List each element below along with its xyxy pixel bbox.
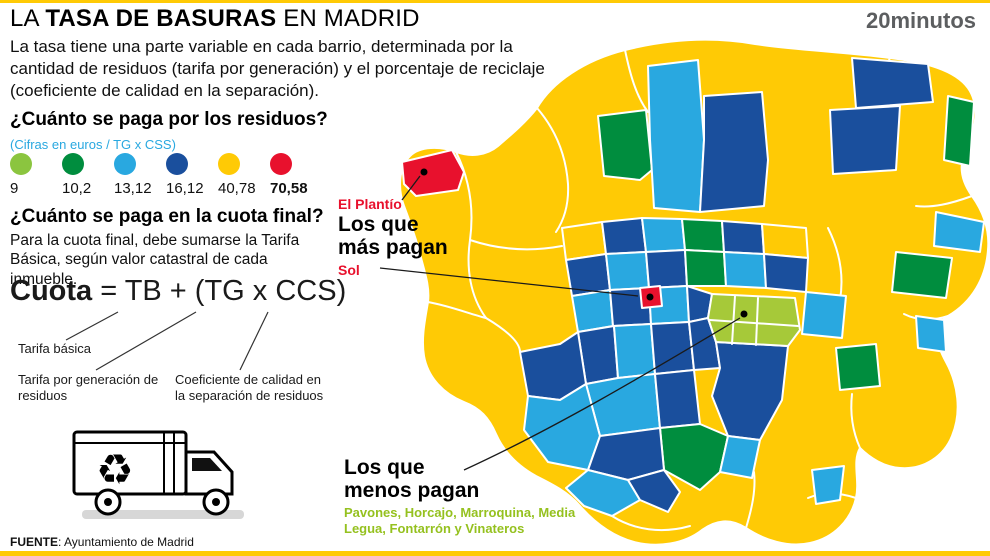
formula: Cuota = TB + (TG x CCS) (10, 275, 346, 308)
map-district (571, 289, 614, 333)
legend-item: 40,78 (218, 153, 270, 197)
map-districts-south (519, 317, 789, 517)
legend-item: 13,12 (114, 153, 166, 197)
legend-value: 9 (10, 180, 19, 197)
annotation-sol: Sol (338, 262, 360, 278)
source-text: : Ayuntamiento de Madrid (58, 535, 194, 549)
map-district (721, 220, 765, 255)
map-district (681, 218, 725, 253)
legend-value: 70,58 (270, 180, 308, 197)
map-district (684, 249, 727, 287)
map-district (641, 217, 686, 253)
legend-item: 10,2 (62, 153, 114, 197)
title-suffix: EN MADRID (276, 5, 420, 32)
legend-color-dot (62, 153, 84, 175)
legend-color-dot (270, 153, 292, 175)
menos-pagan-marker-dot (740, 310, 748, 318)
recycle-icon: ♻ (96, 445, 134, 494)
map-district (654, 369, 701, 429)
map-district (645, 249, 688, 289)
annotation-menos-pagan: Los que menos pagan (344, 456, 480, 503)
legend-color-dot (166, 153, 188, 175)
madrid-map (379, 38, 990, 546)
legend-color-dot (218, 153, 240, 175)
map-district (613, 323, 656, 379)
map-district (943, 95, 975, 167)
map-district (627, 469, 681, 513)
title-prefix: LA (10, 5, 46, 32)
bottom-accent-bar (0, 551, 990, 556)
el-plantio-marker-dot (420, 168, 428, 176)
map-district (565, 253, 611, 297)
annotation-leaders (379, 168, 748, 471)
district-menos-pagan-cluster (707, 293, 801, 347)
annotation-mas-pagan: Los que más pagan (338, 213, 448, 260)
legend-value: 40,78 (218, 180, 256, 197)
map-district (601, 217, 647, 255)
legend-item: 9 (10, 153, 62, 197)
map-districts-center (561, 217, 847, 339)
cuota-section-title: ¿Cuánto se paga en la cuota final? (10, 206, 324, 227)
sol-marker-dot (646, 293, 654, 301)
label-coeficiente-calidad: Coeficiente de calidad en la separación … (175, 372, 324, 403)
label-tarifa-generacion: Tarifa por generación de residuos (18, 372, 159, 403)
legend-value: 10,2 (62, 180, 92, 197)
map-district (915, 315, 947, 353)
map-district (605, 251, 650, 291)
legend-color-dot (10, 153, 32, 175)
legend-units-note: (Cifras en euros / TG x CSS) (10, 137, 176, 152)
annotation-menos-pagan-barrios: Pavones, Horcajo, Marroquina, Media Legu… (344, 505, 576, 537)
intro-paragraph: La tasa tiene una parte variable en cada… (10, 37, 545, 101)
brand-logo: 20minutos (865, 8, 976, 33)
formula-rhs: = TB + (TG x CCS) (92, 275, 347, 307)
map-district (851, 57, 934, 109)
map-district (723, 251, 767, 289)
map-district (647, 59, 705, 213)
legend-value: 13,12 (114, 180, 152, 197)
map-district (761, 223, 809, 259)
annotation-el-plantio: El Plantío (338, 196, 402, 212)
map-district (891, 251, 953, 299)
garbage-truck-icon: ♻ (72, 430, 244, 519)
map-district (835, 343, 881, 391)
map-district (811, 465, 845, 505)
map-districts-north (597, 57, 975, 213)
legend-item: 70,58 (270, 153, 322, 197)
legend-color-dot (114, 153, 136, 175)
formula-lhs: Cuota (10, 275, 93, 307)
cuota-description: Para la cuota final, debe sumarse la Tar… (10, 232, 300, 288)
title-bold: TASA DE BASURAS (45, 5, 277, 32)
formula-connector-lines (65, 311, 269, 371)
map-district (801, 291, 847, 339)
district-el-plantio (401, 149, 465, 197)
map-district (933, 211, 985, 253)
top-accent-bar (0, 0, 990, 3)
map-district (829, 105, 901, 175)
page-title: LA TASA DE BASURAS EN MADRID (10, 5, 420, 33)
label-tarifa-basica: Tarifa básica (18, 341, 91, 356)
map-district (719, 435, 761, 479)
legend-value: 16,12 (166, 180, 204, 197)
source-label: FUENTE (10, 535, 58, 549)
map-district (707, 293, 801, 347)
price-legend: 9 10,2 13,12 16,12 40,78 70,58 (10, 153, 322, 197)
map-district (763, 253, 809, 293)
map-district (699, 91, 769, 213)
map-district (597, 109, 653, 181)
legend-item: 16,12 (166, 153, 218, 197)
source-line: FUENTE: Ayuntamiento de Madrid (10, 535, 194, 549)
map-districts-east (811, 211, 985, 505)
residuos-section-title: ¿Cuánto se paga por los residuos? (10, 109, 328, 130)
